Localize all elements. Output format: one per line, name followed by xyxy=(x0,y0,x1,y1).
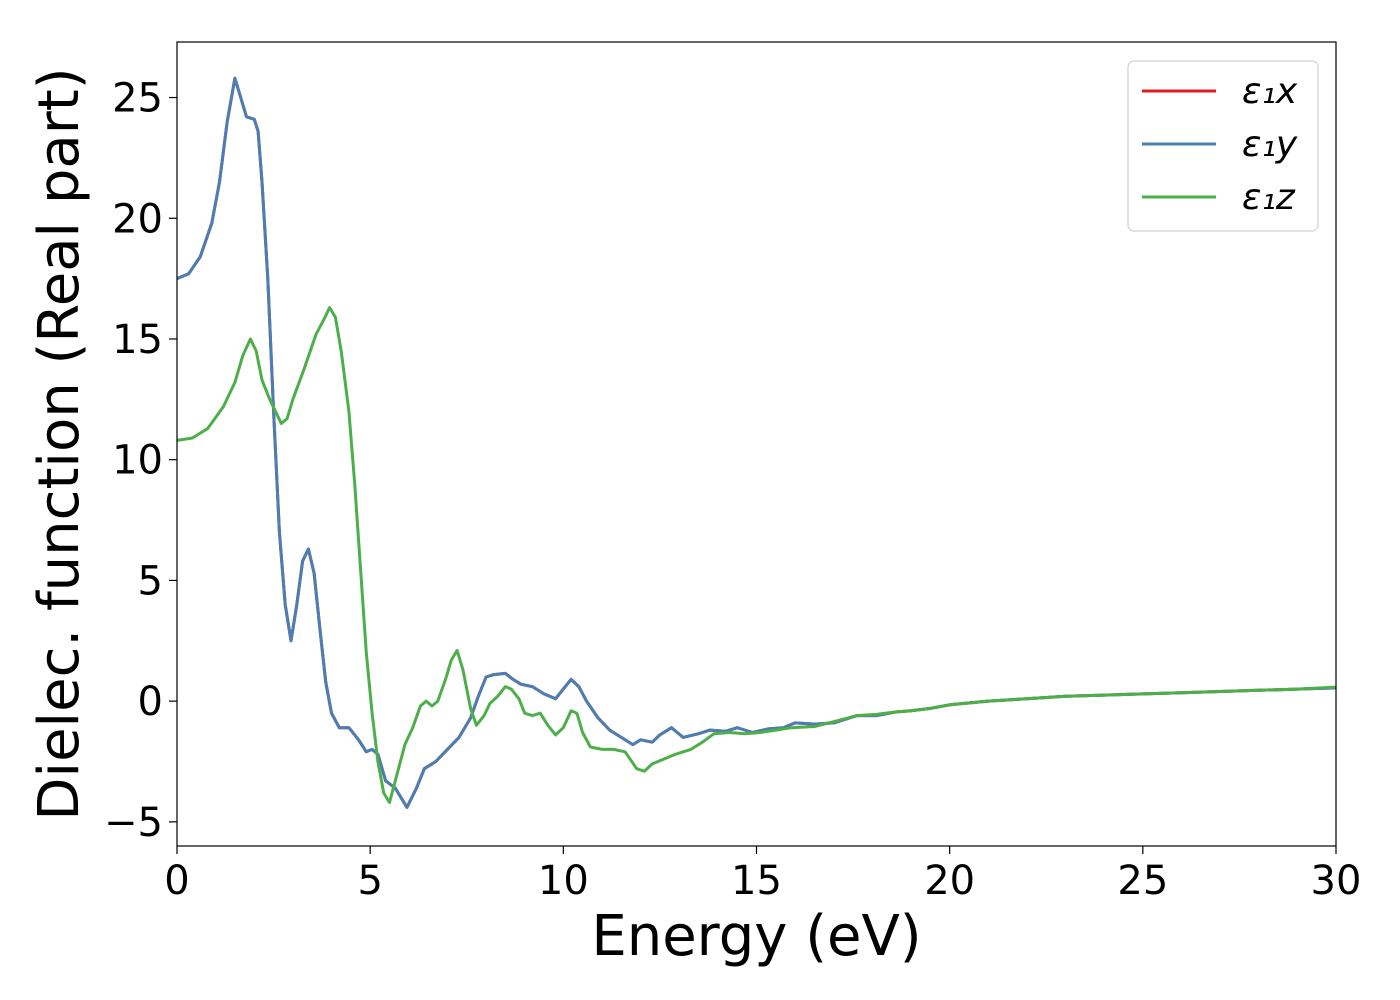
x-tick-label: 0 xyxy=(164,858,189,904)
y-tick-label: 20 xyxy=(112,196,163,242)
x-axis-ticks: 0 5 10 15 20 25 30 xyxy=(164,846,1361,904)
y-tick-label: 5 xyxy=(138,558,163,604)
y-axis-label: Dielec. function (Real part) xyxy=(27,67,92,820)
y-tick-label: 0 xyxy=(138,679,163,725)
x-tick-label: 20 xyxy=(924,858,975,904)
x-tick-label: 15 xyxy=(731,858,782,904)
x-tick-label: 25 xyxy=(1117,858,1168,904)
x-tick-label: 30 xyxy=(1311,858,1362,904)
legend-label: ε₁x xyxy=(1242,71,1298,112)
y-tick-label: −5 xyxy=(104,800,163,846)
y-tick-label: 25 xyxy=(112,76,163,122)
y-tick-label: 10 xyxy=(112,438,163,484)
series-lines xyxy=(176,76,1337,809)
y-axis-ticks: −5 0 5 10 15 20 25 xyxy=(104,76,177,846)
y-tick-label: 15 xyxy=(112,317,163,363)
legend-label: ε₁y xyxy=(1242,124,1298,165)
legend-label: ε₁z xyxy=(1242,177,1296,218)
x-tick-label: 10 xyxy=(538,858,589,904)
legend-box xyxy=(1127,60,1319,232)
x-axis-label: Energy (eV) xyxy=(591,904,921,969)
x-tick-label: 5 xyxy=(357,858,382,904)
legend: ε₁x ε₁y ε₁z xyxy=(1127,60,1319,232)
series-line-2 xyxy=(176,306,1337,804)
